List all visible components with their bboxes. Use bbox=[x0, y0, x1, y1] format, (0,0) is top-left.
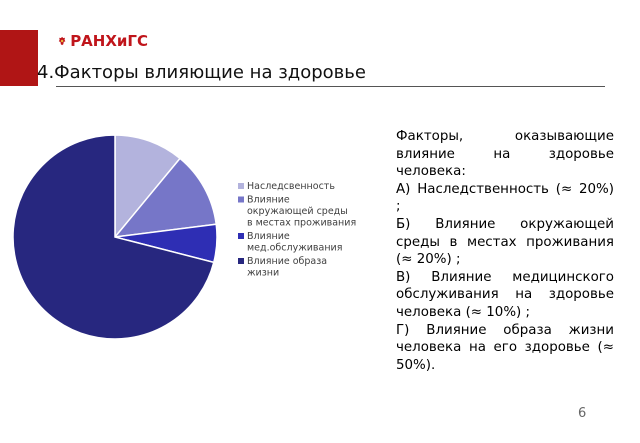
legend-label-2: в местах проживания bbox=[247, 218, 356, 229]
factor-b: Б) Влияние окружающей среды в местах про… bbox=[396, 216, 614, 268]
logo-text: РАНХиГС bbox=[70, 31, 148, 50]
legend-swatch-4 bbox=[238, 258, 244, 264]
legend-swatch-3 bbox=[238, 233, 244, 239]
legend-label-4: Влияние образа bbox=[247, 256, 327, 267]
legend-label-3: Влияние bbox=[247, 231, 290, 242]
legend-label-3: мед.обслуживания bbox=[247, 243, 342, 254]
pie-slice-1 bbox=[114, 134, 182, 240]
factors-intro: Факторы, оказывающие влияние на здоровье… bbox=[396, 129, 614, 180]
legend-swatch-2 bbox=[238, 196, 244, 203]
factor-d: Г) Влияние образа жизни человека на его … bbox=[396, 322, 614, 373]
legend-label-1: Наследсвенность bbox=[247, 181, 335, 192]
factor-a: А) Наследственность (≈ 20%) ; bbox=[396, 181, 614, 215]
legend-label-4: жизни bbox=[247, 268, 279, 279]
legend-label-2: Влияние bbox=[247, 195, 290, 206]
legend-swatch-1 bbox=[238, 183, 244, 189]
pie-slice-2 bbox=[113, 157, 218, 238]
legend-label-2: окружающей среды bbox=[247, 206, 348, 217]
factors-text: Факторы, оказывающие влияние на здоровье… bbox=[396, 128, 614, 374]
page-number: 6 bbox=[578, 406, 587, 421]
red-accent-bar bbox=[0, 30, 38, 86]
pie-slice-4 bbox=[12, 134, 215, 340]
factor-c: В) Влияние медицинского обслуживания на … bbox=[396, 269, 614, 320]
ranepa-logo: РАНХиГС bbox=[58, 26, 148, 56]
title-underline bbox=[56, 86, 605, 87]
slide-title: 4.Факторы влияющие на здоровье bbox=[37, 62, 366, 83]
eagle-emblem-icon bbox=[58, 36, 66, 46]
